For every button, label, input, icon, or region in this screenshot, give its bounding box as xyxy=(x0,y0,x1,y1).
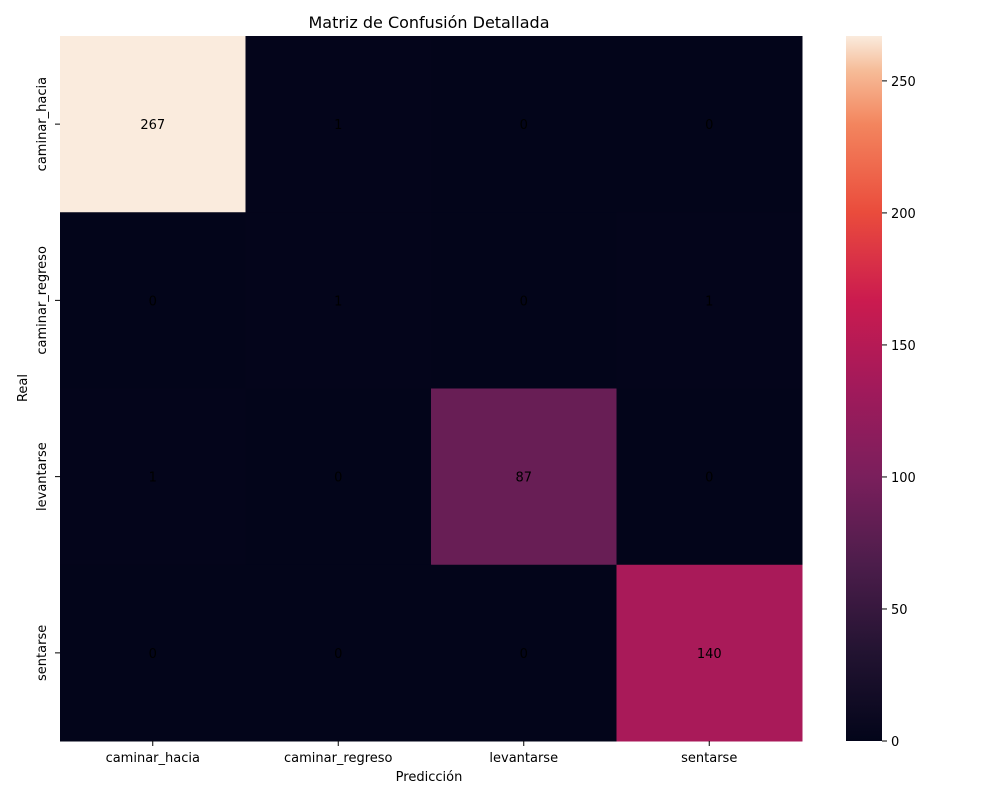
cell-value-label: 1 xyxy=(705,294,713,309)
y-tick-label: caminar_regreso xyxy=(35,246,50,355)
x-tick-label: caminar_regreso xyxy=(284,751,393,766)
colorbar-tick-label: 100 xyxy=(891,471,916,486)
x-axis-label: Predicción xyxy=(396,770,463,785)
heatmap-cell xyxy=(60,388,246,566)
cell-value-label: 87 xyxy=(515,471,532,486)
colorbar-tick-label: 150 xyxy=(891,339,916,354)
heatmap-cell xyxy=(431,388,617,566)
cell-value-label: 267 xyxy=(140,118,165,133)
heatmap-cell xyxy=(431,36,617,213)
y-tick-label: levantarse xyxy=(35,442,50,511)
heatmap-cell xyxy=(616,388,803,566)
x-tick-label: sentarse xyxy=(681,751,737,766)
colorbar xyxy=(846,36,882,741)
colorbar-tick-label: 50 xyxy=(891,603,908,618)
cell-value-label: 1 xyxy=(149,471,157,486)
cell-value-label: 0 xyxy=(334,647,342,662)
cell-value-label: 0 xyxy=(149,294,157,309)
heatmap-cell xyxy=(60,212,246,389)
x-tick-label: caminar_hacia xyxy=(106,751,200,766)
heatmap-cell xyxy=(245,564,432,742)
heatmap-cells xyxy=(60,36,803,742)
cell-value-label: 0 xyxy=(520,294,528,309)
heatmap-cell xyxy=(245,212,432,389)
cell-value-label: 0 xyxy=(705,471,713,486)
colorbar-tick-label: 250 xyxy=(891,75,916,90)
heatmap-cell xyxy=(431,212,617,389)
x-tick-label: levantarse xyxy=(489,751,558,766)
y-axis-label: Real xyxy=(16,374,31,402)
colorbar-tick-label: 200 xyxy=(891,207,916,222)
cell-value-label: 1 xyxy=(334,118,342,133)
heatmap-cell xyxy=(60,564,246,742)
colorbar-ticks: 0 50 100 150 200 250 xyxy=(882,75,916,750)
cell-value-label: 0 xyxy=(334,471,342,486)
heatmap-cell xyxy=(616,212,803,389)
heatmap-cell xyxy=(431,564,617,742)
cell-value-label: 0 xyxy=(520,118,528,133)
heatmap-cell xyxy=(616,36,803,213)
heatmap-cell-labels: 267 1 0 0 0 1 0 1 1 0 87 0 0 0 0 140 xyxy=(140,118,721,662)
heatmap-cell xyxy=(245,388,432,566)
chart-title: Matriz de Confusión Detallada xyxy=(308,13,549,32)
cell-value-label: 140 xyxy=(697,647,722,662)
y-tick-label: caminar_hacia xyxy=(35,77,50,171)
heatmap-cell xyxy=(616,564,803,742)
heatmap-cell xyxy=(245,36,432,213)
y-tick-label: sentarse xyxy=(35,625,50,681)
cell-value-label: 0 xyxy=(149,647,157,662)
cell-value-label: 1 xyxy=(334,294,342,309)
cell-value-label: 0 xyxy=(520,647,528,662)
colorbar-tick-label: 0 xyxy=(891,735,899,750)
heatmap-cell xyxy=(60,36,246,213)
x-axis-ticks: caminar_hacia caminar_regreso levantarse se… xyxy=(106,741,737,766)
y-axis-ticks: caminar_hacia caminar_regreso levantarse se… xyxy=(35,77,60,681)
cell-value-label: 0 xyxy=(705,118,713,133)
